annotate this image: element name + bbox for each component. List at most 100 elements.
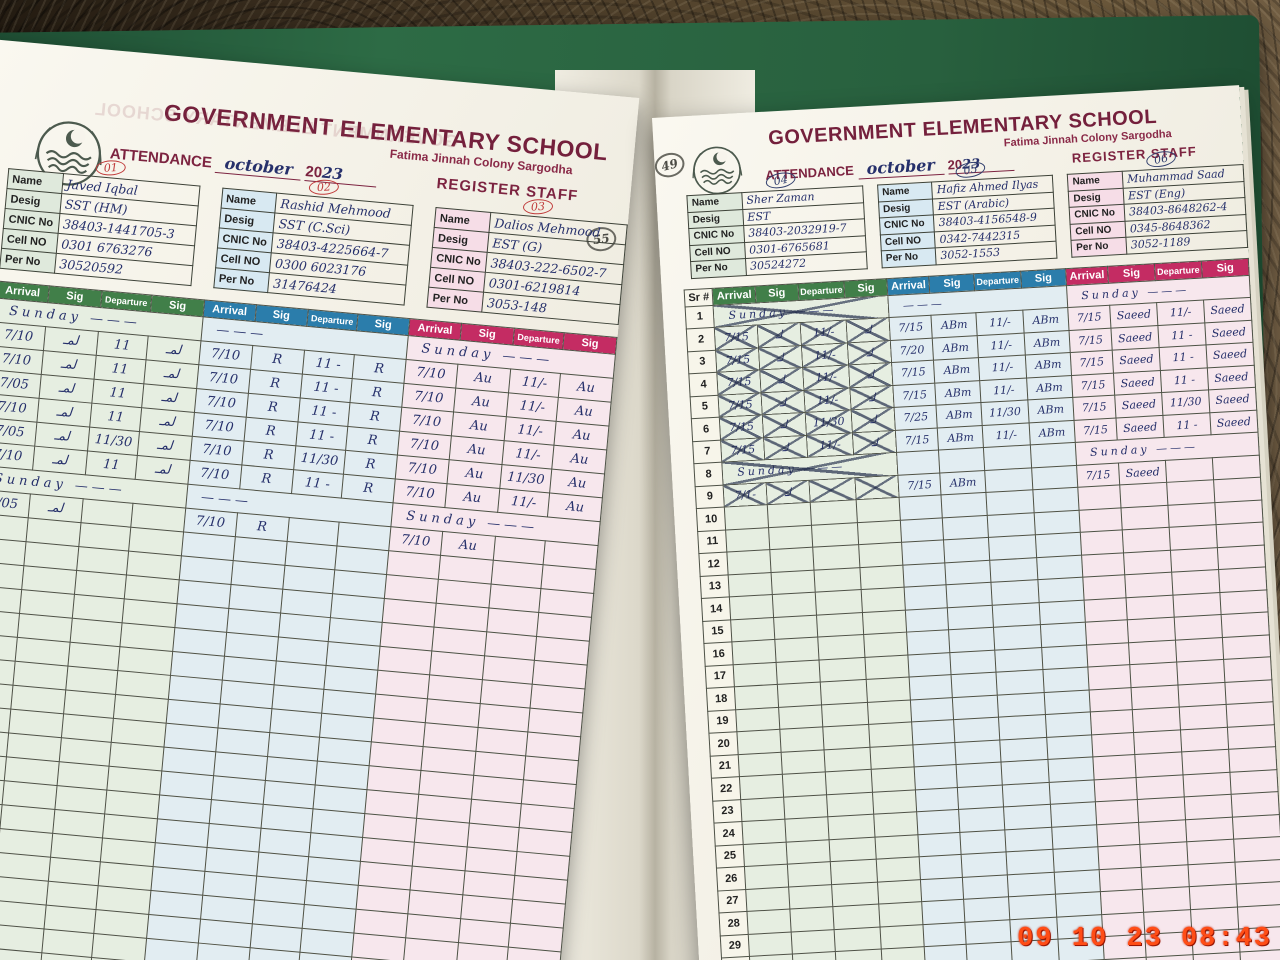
arrival-sig-cell	[955, 739, 1002, 765]
arrival-cell: 7/15	[897, 472, 942, 498]
arrival-sig-cell	[773, 614, 818, 640]
arrival-sig-cell	[778, 704, 823, 730]
arrival-cell	[907, 652, 952, 678]
arrival-cell	[912, 742, 957, 767]
arrival-cell: 7/15	[1068, 327, 1113, 353]
arrival-cell	[1100, 889, 1144, 915]
arrival-sig-cell: Saeed	[1116, 414, 1165, 441]
arrival-sig-cell: لـ	[760, 389, 805, 415]
departure-sig-cell	[1051, 824, 1098, 850]
arrival-cell	[1092, 754, 1137, 780]
arrival-sig-cell	[1123, 549, 1172, 575]
arrival-cell: 7/10	[0, 441, 35, 471]
arrival-cell	[0, 560, 24, 590]
arrival-sig-cell: ABm	[933, 357, 980, 383]
arrival-cell: 7/15	[891, 360, 936, 385]
arrival-cell	[906, 629, 951, 655]
departure-sig-cell	[1040, 622, 1087, 648]
staff-serial-circle: 01	[95, 159, 126, 177]
departure-cell	[1008, 894, 1057, 920]
arrival-sig-cell: لـ	[762, 412, 807, 438]
departure-sig-cell	[872, 789, 917, 815]
departure-cell	[813, 567, 862, 593]
arrival-sig-cell	[1132, 706, 1181, 733]
sr-number: 25	[715, 844, 745, 869]
sr-number: 16	[703, 641, 734, 666]
departure-sig-cell	[1220, 611, 1270, 637]
departure-cell	[987, 512, 1036, 538]
arrival-sig-cell: ABm	[935, 380, 982, 406]
arrival-sig-cell	[783, 794, 828, 820]
arrival-cell	[1095, 799, 1139, 825]
arrival-cell	[920, 876, 964, 902]
sr-number: 30	[721, 956, 752, 960]
sr-number: 3	[687, 349, 718, 374]
arrival-cell	[730, 616, 775, 642]
arrival-cell	[737, 729, 782, 755]
departure-cell	[1174, 614, 1223, 640]
arrival-cell: 7/15	[720, 437, 765, 463]
departure-sig-cell: Saeed	[1208, 387, 1257, 413]
arrival-cell	[0, 513, 29, 542]
sr-number: 2	[686, 327, 716, 352]
sr-number: 13	[700, 574, 730, 599]
field-label: Per No	[1071, 237, 1127, 257]
departure-cell	[1186, 839, 1235, 865]
departure-cell	[811, 522, 860, 548]
departure-sig-cell	[1050, 801, 1097, 827]
arrival-sig-cell	[948, 627, 995, 653]
arrival-sig-cell	[788, 884, 833, 910]
arrival-sig-cell	[1119, 482, 1169, 508]
arrival-sig-cell	[1124, 572, 1174, 598]
arrival-cell: 7/05	[0, 489, 31, 518]
staff-box-table: Name Hafiz Ahmed Ilyas Desig EST (Arabic) CN…	[876, 174, 1058, 268]
arrival-sig-cell	[781, 749, 825, 775]
arrival-cell: 7/15	[715, 347, 760, 373]
arrival-sig-cell	[1138, 819, 1187, 845]
departure-cell	[1007, 871, 1056, 897]
departure-sig-cell	[870, 744, 915, 770]
arrival-cell	[739, 774, 784, 800]
departure-cell	[817, 634, 866, 660]
arrival-cell	[1096, 821, 1140, 847]
sr-number: 29	[720, 933, 750, 958]
arrival-sig-cell	[0, 924, 44, 953]
departure-sig-cell	[1222, 634, 1271, 660]
departure-sig-cell	[1035, 532, 1082, 558]
departure-cell: 11/-	[803, 387, 852, 413]
arrival-cell	[728, 572, 773, 597]
departure-cell	[1165, 457, 1214, 483]
departure-sig-cell	[874, 811, 918, 837]
departure-sig-cell	[875, 834, 920, 860]
arrival-sig-cell	[769, 547, 814, 573]
attendance-grid-body: 1 Sunday ——— ——— Sunday ——— 2 7/15 لـ 11/- لـ 7/1…	[685, 274, 1280, 960]
arrival-cell: 7/15	[719, 414, 764, 440]
arrival-cell	[351, 933, 406, 960]
register-page-right: GOVERNMENT ELEMENTARY SCHOOL Fatima Jinn…	[652, 85, 1280, 960]
arrival-sig-cell: ABm	[936, 402, 983, 428]
staff-box: 05 Name Hafiz Ahmed Ilyas Desig EST (Arabic)…	[876, 159, 1058, 268]
departure-sig-cell	[880, 924, 925, 949]
arrival-cell	[741, 796, 785, 822]
arrival-sig-cell	[962, 874, 1009, 900]
departure-sig-cell: لـ	[849, 362, 893, 388]
departure-cell	[994, 647, 1043, 673]
arrival-sig-cell: ABm	[937, 425, 984, 451]
sr-number: 24	[713, 821, 744, 846]
departure-cell	[1188, 861, 1237, 887]
arrival-cell	[1080, 529, 1124, 555]
departure-sig-cell	[1039, 599, 1086, 625]
departure-sig-cell: ABm	[1026, 374, 1073, 400]
arrival-sig-cell	[789, 906, 834, 932]
sr-number: 5	[690, 394, 720, 419]
departure-sig-cell	[1224, 679, 1274, 705]
departure-sig-cell	[865, 654, 910, 680]
arrival-cell	[0, 608, 20, 638]
arrival-sig-cell	[787, 861, 832, 887]
staff-box-table: Name Muhammad Saad Desig EST (Eng) CNIC No 38…	[1067, 164, 1249, 258]
arrival-cell: 7/15	[1067, 305, 1112, 331]
arrival-sig-cell	[958, 806, 1005, 832]
arrival-cell	[738, 751, 783, 777]
